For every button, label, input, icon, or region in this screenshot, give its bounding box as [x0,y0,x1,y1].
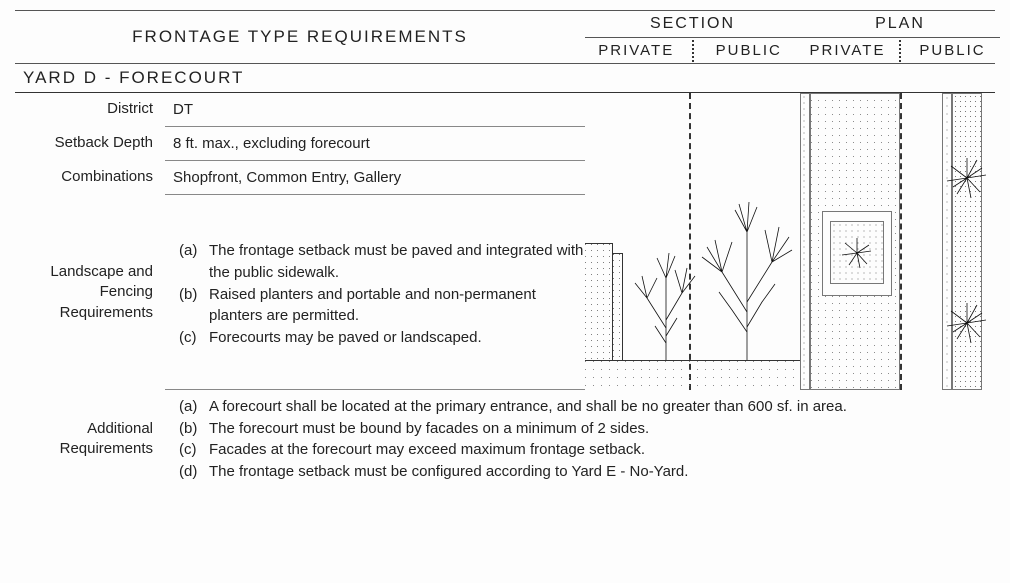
label-setback: Setback Depth [15,127,165,161]
header-plan-public: PUBLIC [905,38,1000,63]
list-item: The frontage setback must be paved and i… [179,240,585,284]
list-item: Facades at the forecourt may exceed maxi… [179,439,1005,461]
frontage-requirements-table: FRONTAGE TYPE REQUIREMENTS SECTION PRIVA… [0,0,1010,504]
yard-title: YARD D - FORECOURT [15,64,995,92]
value-landscape: The frontage setback must be paved and i… [165,195,585,390]
label-district: District [15,93,165,127]
list-item: A forecourt shall be located at the prim… [179,396,1005,418]
plan-strip-edge [800,93,810,390]
header-section-label: SECTION [585,11,800,37]
label-additional: Additional Requirements [15,390,165,489]
header-section-private: PRIVATE [585,38,688,63]
section-ground [585,360,800,390]
header-section-public: PUBLIC [698,38,801,63]
list-item: The forecourt must be bound by facades o… [179,418,1005,440]
header-plan-label: PLAN [800,11,1000,37]
diagram-area [585,93,1005,390]
plan-private-public-line [900,93,902,390]
value-combinations: Shopfront, Common Entry, Gallery [165,161,585,195]
label-combinations: Combinations [15,161,165,195]
diagram-plan [800,93,1000,390]
diagram-section [585,93,800,390]
list-item: The frontage setback must be configured … [179,461,1005,483]
landscape-list: The frontage setback must be paved and i… [173,240,585,349]
spec-grid: District DT [15,93,995,489]
divider-dotted [899,40,901,62]
label-additional-text: Additional Requirements [15,419,153,460]
plan-tree-icon [942,153,992,203]
header-main-title: FRONTAGE TYPE REQUIREMENTS [15,11,585,63]
plan-tree-icon [837,233,877,273]
label-landscape-text: Landscape and Fencing Requirements [15,262,153,323]
divider-dotted [692,40,694,62]
section-building [585,243,613,360]
value-district: DT [165,93,585,127]
header-plan-private: PRIVATE [800,38,895,63]
additional-list: A forecourt shall be located at the prim… [173,396,1005,483]
value-additional: A forecourt shall be located at the prim… [165,390,1005,489]
tree-large-icon [697,202,797,360]
section-building-step [613,253,623,360]
list-item: Forecourts may be paved or landscaped. [179,327,585,349]
plan-tree-icon [942,298,992,348]
label-landscape: Landscape and Fencing Requirements [15,195,165,390]
list-item: Raised planters and portable and non-per… [179,284,585,328]
tree-small-icon [627,248,705,360]
value-setback: 8 ft. max., excluding forecourt [165,127,585,161]
table-header: FRONTAGE TYPE REQUIREMENTS SECTION PRIVA… [15,11,995,63]
